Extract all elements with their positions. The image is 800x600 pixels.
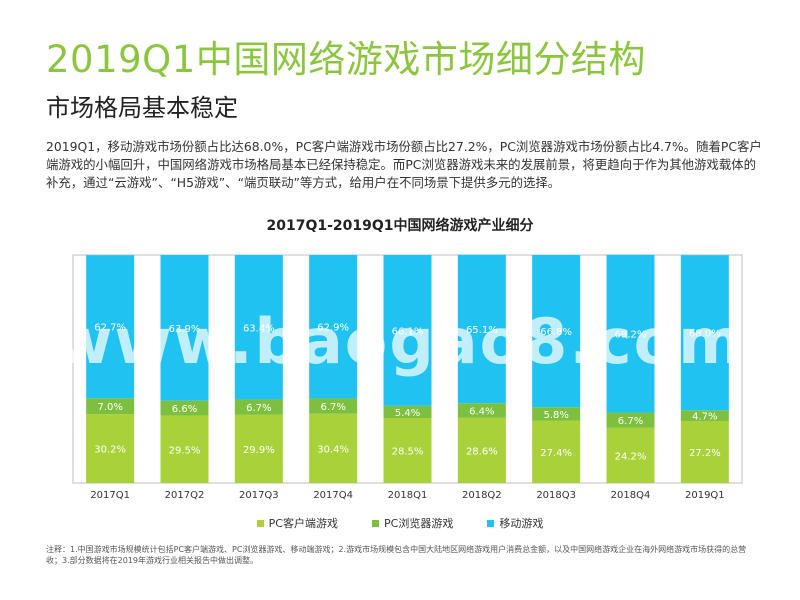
data-label-2019Q1-series-0: 27.2% bbox=[689, 448, 721, 459]
bar-2017Q2-series-0 bbox=[160, 415, 209, 483]
bar-2018Q3-series-2 bbox=[532, 255, 581, 408]
legend-swatch-pc-browser bbox=[372, 519, 379, 527]
data-label-2017Q4-series-1: 6.7% bbox=[320, 402, 345, 413]
legend-item-pc-browser: PC浏览器游戏 bbox=[372, 515, 453, 531]
data-label-2018Q1-series-0: 28.5% bbox=[392, 447, 424, 458]
bar-2017Q2-series-1 bbox=[160, 400, 209, 416]
bar-2017Q3-series-0 bbox=[234, 414, 283, 483]
data-label-2018Q3-series-0: 27.4% bbox=[540, 448, 572, 459]
legend-label-mobile: 移动游戏 bbox=[499, 517, 544, 530]
bar-2019Q1-series-2 bbox=[680, 255, 729, 411]
bar-2018Q3-series-0 bbox=[532, 420, 581, 483]
data-label-2017Q1-series-0: 30.2% bbox=[94, 445, 126, 456]
bar-2018Q1-series-0 bbox=[383, 418, 432, 483]
x-tick-label-2017Q3: 2017Q3 bbox=[239, 490, 279, 501]
x-tick-label-2019Q1: 2019Q1 bbox=[685, 490, 725, 501]
data-label-2018Q1-series-1: 5.4% bbox=[395, 408, 420, 419]
x-tick-label-2017Q4: 2017Q4 bbox=[313, 490, 353, 501]
legend-swatch-pc-client bbox=[256, 519, 264, 527]
data-label-2018Q2-series-0: 28.6% bbox=[466, 446, 498, 457]
bar-2017Q2-series-2 bbox=[160, 255, 209, 401]
data-label-2018Q2-series-1: 6.4% bbox=[469, 406, 494, 417]
data-label-2017Q3-series-1: 6.7% bbox=[246, 403, 271, 414]
bar-2017Q1-series-2 bbox=[86, 255, 135, 399]
bar-2018Q1-series-1 bbox=[383, 405, 432, 419]
x-tick-label-2017Q2: 2017Q2 bbox=[165, 490, 205, 501]
data-label-2017Q1-series-2: 62.7% bbox=[94, 323, 126, 334]
bar-2017Q1-series-0 bbox=[86, 414, 135, 483]
legend-swatch-mobile bbox=[487, 519, 495, 527]
x-tick-label-2018Q2: 2018Q2 bbox=[462, 490, 502, 501]
intro-paragraph: 2019Q1，移动游戏市场份额占比达68.0%，PC客户端游戏市场份额占比27.… bbox=[46, 139, 762, 190]
data-label-2018Q4-series-2: 69.2% bbox=[615, 330, 647, 341]
data-label-2017Q4-series-2: 62.9% bbox=[317, 323, 349, 334]
bar-2019Q1-series-0 bbox=[680, 420, 729, 483]
legend-label-pc-browser: PC浏览器游戏 bbox=[384, 517, 454, 530]
chart-title: 2017Q1-2019Q1中国网络游戏产业细分 bbox=[266, 218, 534, 234]
bar-2018Q4-series-2 bbox=[606, 254, 655, 413]
data-label-2017Q2-series-2: 63.9% bbox=[169, 324, 201, 335]
legend-label-pc-client: PC客户端游戏 bbox=[268, 517, 338, 530]
legend-item-mobile: 移动游戏 bbox=[487, 515, 543, 531]
bar-2017Q3-series-1 bbox=[234, 399, 283, 415]
bar-2018Q2-series-2 bbox=[457, 254, 506, 404]
data-label-2018Q2-series-2: 65.1% bbox=[466, 325, 498, 336]
bar-2017Q1-series-1 bbox=[86, 398, 135, 415]
bar-2017Q3-series-2 bbox=[234, 255, 283, 400]
data-label-2018Q3-series-2: 66.8% bbox=[540, 327, 572, 338]
data-label-2019Q1-series-2: 68.0% bbox=[689, 329, 721, 340]
data-label-2018Q4-series-1: 6.7% bbox=[618, 416, 643, 427]
data-label-2018Q4-series-0: 24.2% bbox=[615, 451, 647, 462]
x-tick-label-2018Q1: 2018Q1 bbox=[388, 490, 428, 501]
chart-legend: PC客户端游戏 PC浏览器游戏 移动游戏 bbox=[0, 515, 800, 531]
footnote: 注释：1.中国游戏市场规模统计包括PC客户端游戏、PC浏览器游戏、移动端游戏；2… bbox=[46, 545, 747, 565]
data-label-2017Q4-series-0: 30.4% bbox=[317, 444, 349, 455]
data-label-2017Q1-series-1: 7.0% bbox=[97, 402, 122, 413]
bar-2017Q4-series-0 bbox=[309, 413, 358, 483]
bar-2018Q3-series-1 bbox=[532, 407, 581, 421]
bar-2019Q1-series-1 bbox=[680, 410, 729, 421]
x-tick-label-2017Q1: 2017Q1 bbox=[90, 490, 130, 501]
data-label-2017Q3-series-2: 63.4% bbox=[243, 323, 275, 334]
x-tick-label-2018Q4: 2018Q4 bbox=[611, 490, 651, 501]
bar-2017Q4-series-1 bbox=[309, 398, 358, 414]
data-label-2018Q3-series-1: 5.8% bbox=[543, 410, 568, 421]
data-label-2017Q2-series-0: 29.5% bbox=[169, 445, 201, 456]
page-subtitle: 市场格局基本稳定 bbox=[46, 94, 238, 122]
bar-2018Q2-series-0 bbox=[457, 417, 506, 483]
page-title: 2019Q1中国网络游戏市场细分结构 bbox=[46, 38, 646, 81]
data-label-2019Q1-series-1: 4.7% bbox=[692, 412, 717, 423]
x-tick-label-2018Q3: 2018Q3 bbox=[536, 490, 576, 501]
bar-2018Q2-series-1 bbox=[457, 403, 506, 418]
stacked-bar-chart: 30.2% 7.0% 62.7% 2017Q1 29.5% 6.6% 63.9% 2017Q2… bbox=[72, 254, 743, 501]
bar-2018Q1-series-2 bbox=[383, 255, 432, 406]
data-label-2018Q1-series-2: 66.1% bbox=[392, 326, 424, 337]
bar-2017Q4-series-2 bbox=[309, 255, 358, 399]
data-label-2017Q2-series-1: 6.6% bbox=[172, 404, 197, 415]
bar-2018Q4-series-0 bbox=[606, 427, 655, 483]
bar-2018Q4-series-1 bbox=[606, 412, 655, 428]
data-label-2017Q3-series-0: 29.9% bbox=[243, 445, 275, 456]
legend-item-pc-client: PC客户端游戏 bbox=[256, 515, 338, 531]
